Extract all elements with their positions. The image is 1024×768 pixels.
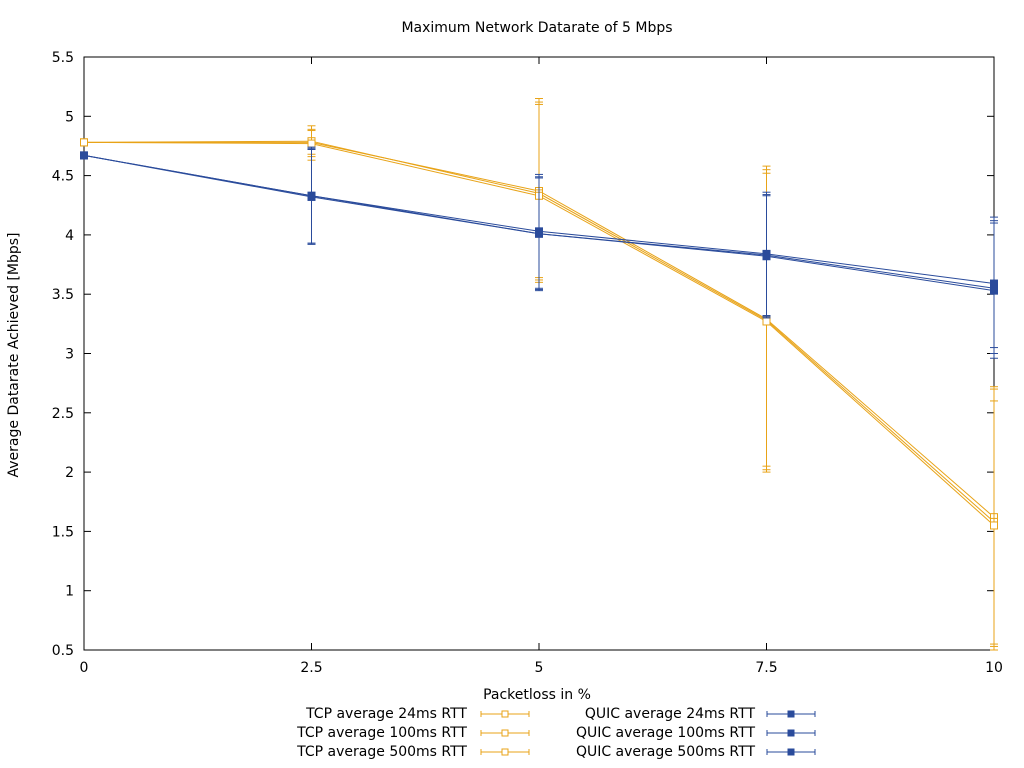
y-tick-label: 5 xyxy=(65,109,74,125)
legend-label: QUIC average 500ms RTT xyxy=(576,744,756,760)
legend-marker xyxy=(501,729,509,737)
data-point xyxy=(762,252,771,261)
data-point xyxy=(990,521,998,530)
y-tick-label: 0.5 xyxy=(52,643,74,659)
legend-label: TCP average 500ms RTT xyxy=(296,744,467,760)
data-point xyxy=(762,317,771,326)
legend-label: TCP average 100ms RTT xyxy=(296,725,467,741)
y-axis-label: Average Datarate Achieved [Mbps] xyxy=(6,233,22,478)
y-tick-label: 4 xyxy=(65,228,74,244)
data-point xyxy=(307,139,316,148)
y-tick-label: 5.5 xyxy=(52,50,74,66)
x-tick-label: 0 xyxy=(80,660,89,676)
y-tick-label: 2.5 xyxy=(52,406,74,422)
y-tick-label: 3 xyxy=(65,347,74,363)
legend-label: QUIC average 100ms RTT xyxy=(576,725,756,741)
x-tick-label: 10 xyxy=(985,660,1003,676)
x-axis-label: Packetloss in % xyxy=(483,687,591,703)
legend-marker xyxy=(787,729,795,737)
data-point xyxy=(307,191,316,200)
x-tick-label: 2.5 xyxy=(300,660,322,676)
legend-marker xyxy=(501,748,509,756)
series-layer xyxy=(80,98,998,651)
legend-label: TCP average 24ms RTT xyxy=(305,706,467,722)
x-tick-label: 5 xyxy=(535,660,544,676)
data-point xyxy=(80,138,88,147)
y-tick-label: 2 xyxy=(65,465,74,481)
data-point xyxy=(990,286,998,295)
legend-marker xyxy=(501,710,509,718)
data-point xyxy=(535,229,543,238)
y-tick-label: 1.5 xyxy=(52,524,74,540)
y-tick-label: 4.5 xyxy=(52,169,74,185)
y-tick-label: 1 xyxy=(65,584,74,600)
legend-marker xyxy=(787,710,795,718)
data-point xyxy=(80,151,88,160)
legend-label: QUIC average 24ms RTT xyxy=(585,706,756,722)
axis-ticks: 0.5 1 1.5 2 2.5 3 3.5 4 4.5 5 5.5 0 2.5 5 7.5 10 xyxy=(52,50,1003,676)
legend: TCP average 24ms RTT TCP average 100ms RT… xyxy=(296,706,816,760)
y-tick-label: 3.5 xyxy=(52,287,74,303)
chart-title: Maximum Network Datarate of 5 Mbps xyxy=(401,20,672,36)
x-tick-label: 7.5 xyxy=(755,660,777,676)
legend-marker xyxy=(787,748,795,756)
